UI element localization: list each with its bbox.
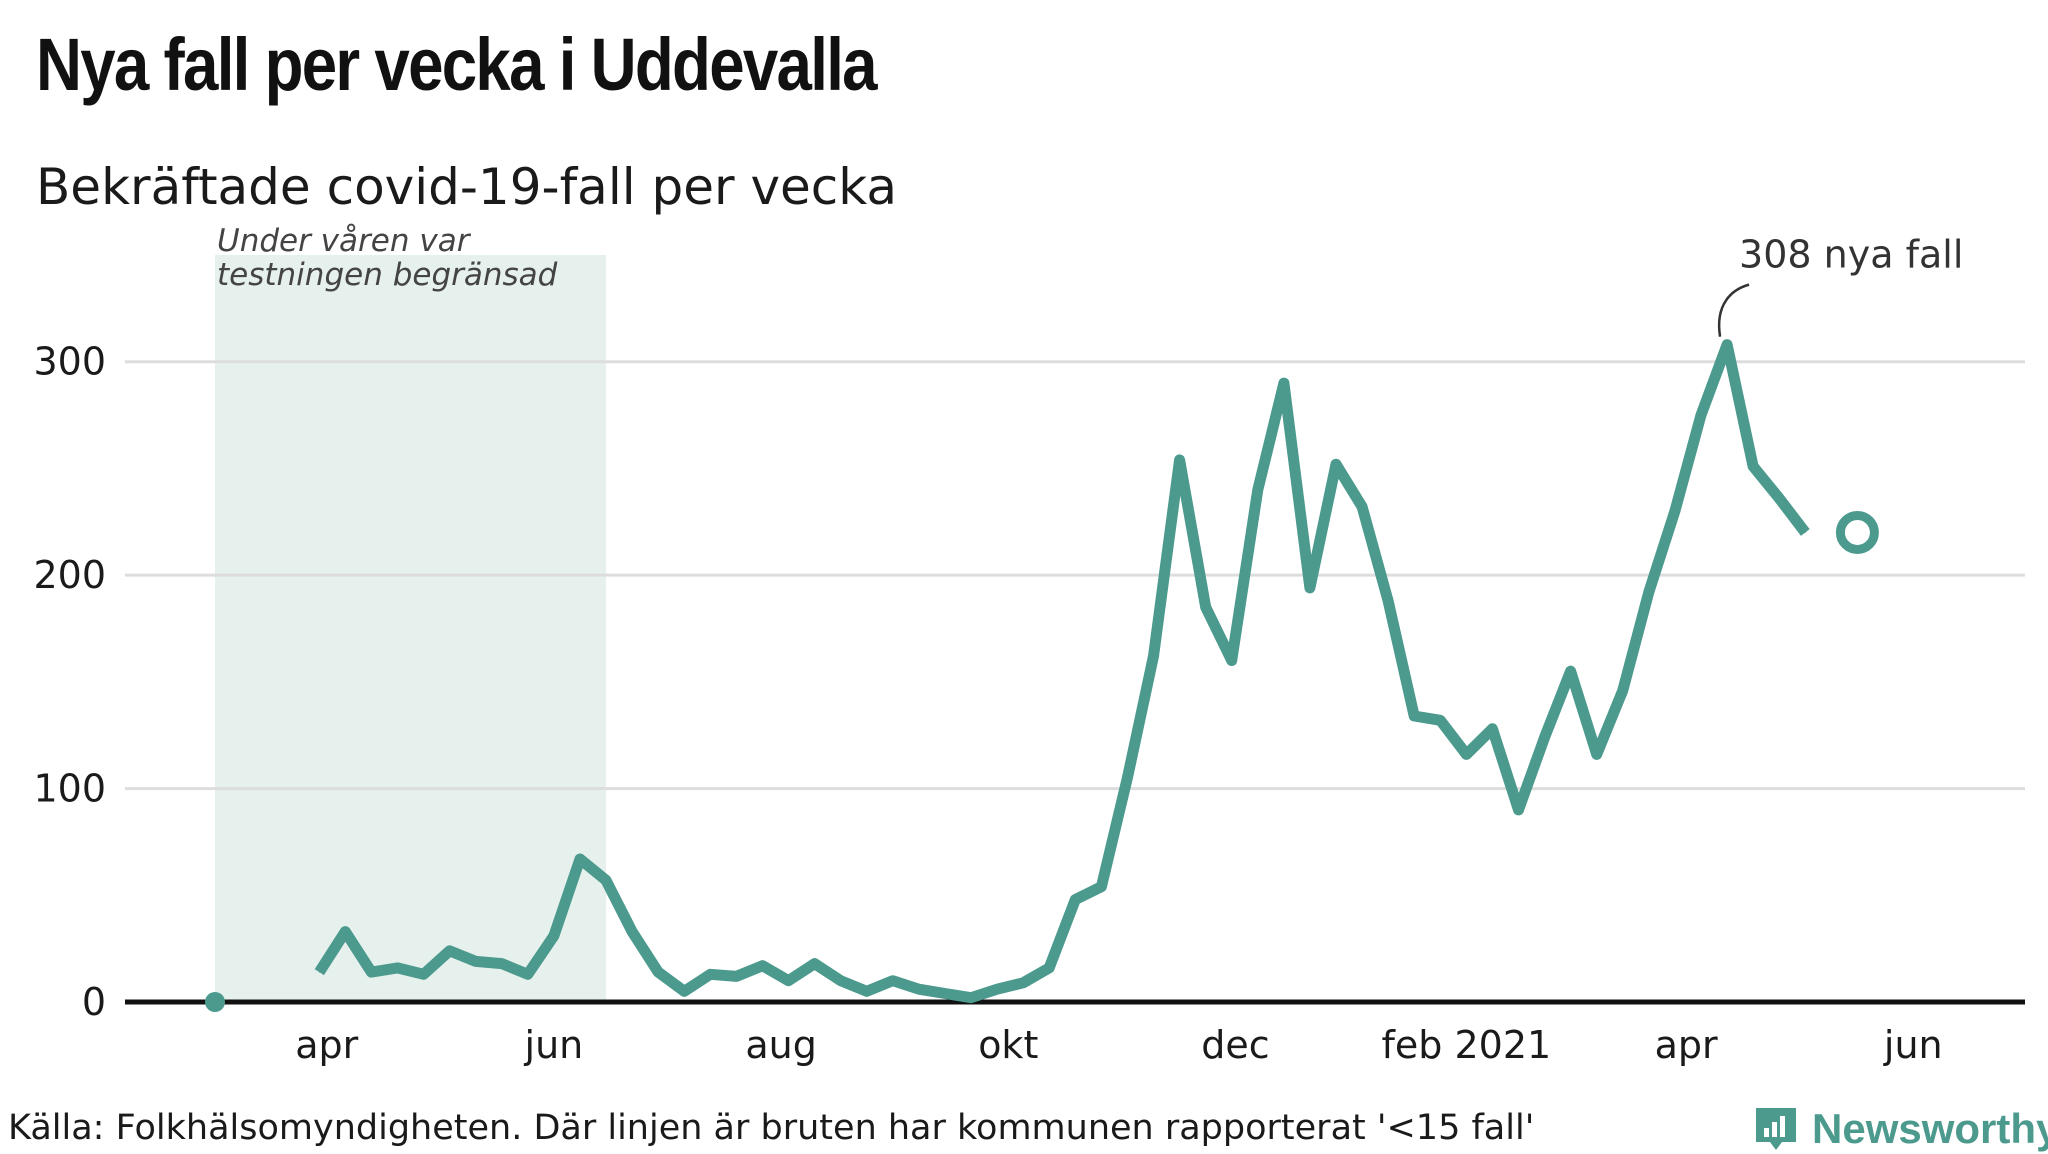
data-point xyxy=(1648,591,1650,593)
x-tick-label: jun xyxy=(1883,1023,1943,1067)
data-point xyxy=(970,997,972,999)
y-tick-label: 0 xyxy=(82,980,106,1024)
data-point xyxy=(1126,777,1128,779)
y-tick-label: 100 xyxy=(33,767,106,811)
source-note: Källa: Folkhälsomyndigheten. Där linjen … xyxy=(8,1108,1535,1148)
data-point xyxy=(1361,506,1363,508)
data-point xyxy=(1517,809,1519,811)
y-tick-label: 300 xyxy=(33,340,106,384)
shaded-region-label-line1: Under våren var xyxy=(217,223,472,259)
data-point xyxy=(1413,715,1415,717)
data-point xyxy=(709,973,711,975)
data-point xyxy=(449,950,451,952)
data-point xyxy=(344,931,346,933)
data-point xyxy=(944,992,946,994)
data-point xyxy=(1074,899,1076,901)
data-point xyxy=(1309,587,1311,589)
data-point xyxy=(475,960,477,962)
chart-title: Nya fall per vecka i Uddevalla xyxy=(36,23,878,106)
series-line-cases xyxy=(314,339,1810,1004)
data-point xyxy=(1570,670,1572,672)
data-point xyxy=(840,980,842,982)
data-point xyxy=(892,980,894,982)
data-point xyxy=(1778,497,1780,499)
data-point xyxy=(735,975,737,977)
data-point xyxy=(1022,982,1024,984)
latest-value-marker xyxy=(1835,510,1879,554)
data-point xyxy=(1752,465,1754,467)
data-point xyxy=(1596,753,1598,755)
data-point xyxy=(579,858,581,860)
data-point xyxy=(1231,660,1233,662)
data-point xyxy=(1283,382,1285,384)
data-point xyxy=(553,935,555,937)
data-point xyxy=(1205,606,1207,608)
data-point xyxy=(1257,489,1259,491)
newsworthy-logo: Newsworthy xyxy=(1752,1104,2048,1154)
x-tick-label: apr xyxy=(1655,1023,1718,1067)
data-point xyxy=(1804,531,1806,533)
data-point xyxy=(1622,689,1624,691)
data-point xyxy=(788,980,790,982)
data-point xyxy=(501,963,503,965)
testing-limited-region xyxy=(215,255,607,1002)
data-point xyxy=(866,990,868,992)
data-point xyxy=(1544,736,1546,738)
x-tick-label: apr xyxy=(295,1023,358,1067)
data-point xyxy=(1491,728,1493,730)
data-point xyxy=(1335,463,1337,465)
peak-annotation-label: 308 nya fall xyxy=(1739,233,1963,277)
data-point xyxy=(1100,886,1102,888)
x-tick-label: feb 2021 xyxy=(1382,1023,1552,1067)
data-point xyxy=(318,971,320,973)
data-point xyxy=(631,931,633,933)
data-point xyxy=(1700,414,1702,416)
shaded-region-label-line2: testningen begränsad xyxy=(217,257,558,293)
chart-subtitle: Bekräftade covid-19-fall per vecka xyxy=(36,158,898,216)
data-point xyxy=(761,965,763,967)
data-point xyxy=(1179,459,1181,461)
data-point xyxy=(683,990,685,992)
data-point xyxy=(1439,719,1441,721)
data-point xyxy=(605,879,607,881)
newsworthy-logo-text: Newsworthy xyxy=(1812,1105,2048,1152)
annotation-connector xyxy=(1717,283,1750,337)
data-point xyxy=(423,973,425,975)
data-point xyxy=(527,973,529,975)
x-tick-label: dec xyxy=(1201,1023,1269,1067)
x-tick-label: jun xyxy=(524,1023,584,1067)
data-point xyxy=(1465,753,1467,755)
data-point xyxy=(814,963,816,965)
data-point xyxy=(396,967,398,969)
data-point xyxy=(370,971,372,973)
y-tick-label: 200 xyxy=(33,553,106,597)
newsworthy-logo-icon xyxy=(1756,1108,1796,1150)
start-marker xyxy=(205,992,225,1012)
data-point xyxy=(1726,344,1728,346)
x-tick-label: aug xyxy=(745,1023,817,1067)
data-point xyxy=(1153,655,1155,657)
data-point xyxy=(1674,510,1676,512)
data-point xyxy=(1387,600,1389,602)
data-point xyxy=(996,988,998,990)
data-point xyxy=(918,988,920,990)
x-tick-label: okt xyxy=(978,1023,1038,1067)
data-point xyxy=(1048,967,1050,969)
data-point xyxy=(657,971,659,973)
